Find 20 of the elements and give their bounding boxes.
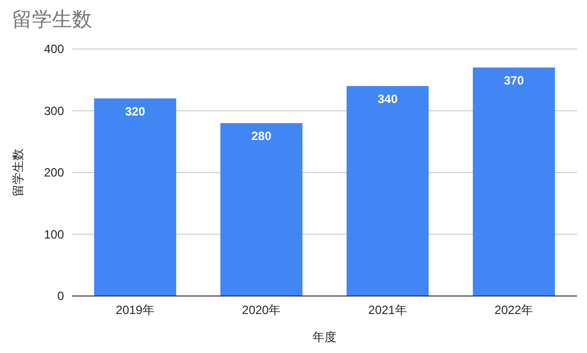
data-label: 320 [125, 104, 146, 118]
y-axis-title: 留学生数 [11, 148, 25, 196]
bar [472, 68, 555, 296]
y-tick-label: 200 [44, 166, 64, 180]
x-tick-label: 2020年 [242, 303, 281, 317]
bar [346, 86, 429, 296]
chart-title: 留学生数 [12, 9, 92, 31]
y-tick-label: 400 [44, 42, 64, 56]
bar [220, 123, 302, 296]
data-label: 340 [378, 92, 398, 106]
y-tick-label: 100 [44, 227, 64, 242]
x-axis-title: 年度 [312, 330, 336, 344]
y-tick-label: 300 [44, 104, 64, 118]
data-label: 280 [251, 129, 272, 144]
bar [94, 98, 176, 296]
y-tick-label: 0 [57, 289, 64, 303]
data-label: 370 [504, 74, 524, 88]
x-tick-label: 2021年 [368, 303, 407, 317]
x-tick-label: 2019年 [116, 303, 154, 317]
x-tick-label: 2022年 [494, 303, 534, 317]
